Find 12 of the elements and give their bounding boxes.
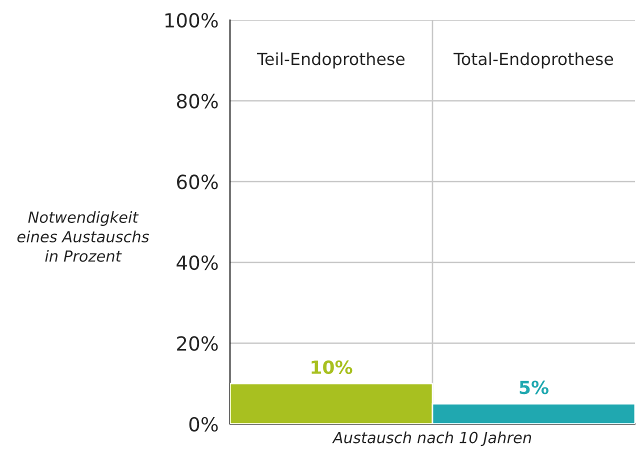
x-tick-label: Total-Endoprothese: [454, 52, 614, 68]
y-axis-title: Notwendigkeit eines Austauschs in Prozent: [17, 211, 150, 262]
data-label: 5%: [520, 380, 548, 394]
y-tick-label: 20%: [177, 336, 218, 351]
y-tick-label: 80%: [176, 94, 218, 108]
data-label: 10%: [312, 360, 352, 374]
y-tick-label: 40%: [176, 255, 218, 270]
y-tick-label: 0%: [189, 416, 218, 432]
y-tick-label: 60%: [177, 174, 218, 190]
y-tick-label: 100%: [165, 12, 218, 28]
x-tick-label: Teil-Endoprothese: [257, 52, 405, 68]
x-axis-title: Austausch nach 10 Jahren: [332, 432, 532, 446]
